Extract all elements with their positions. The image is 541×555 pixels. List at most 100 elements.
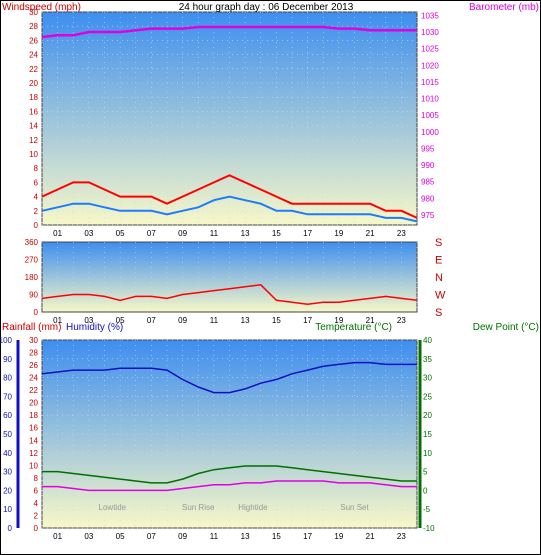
- rainfall-axis-label: Rainfall (mm): [2, 322, 61, 333]
- barometer-tick: 1025: [421, 45, 439, 54]
- direction-tick: 270: [25, 256, 39, 265]
- windspeed-tick: 12: [29, 136, 38, 145]
- humidity-tick: 0: [8, 524, 13, 533]
- hour-tick: 21: [366, 532, 375, 541]
- temperature-axis-label: Temperature (°C): [315, 322, 392, 333]
- rainfall-tick: 6: [34, 486, 39, 495]
- hour-tick: 19: [334, 532, 343, 541]
- temperature-tick: -5: [423, 505, 431, 514]
- temperature-tick: 0: [423, 486, 428, 495]
- avg-line: [41, 195, 418, 223]
- barometer-tick: 1035: [421, 11, 439, 20]
- compass-tick: N: [435, 272, 443, 284]
- temperature-line: [42, 465, 417, 484]
- chart-title: 24 hour graph day : 06 December 2013: [179, 2, 354, 13]
- annotation-label: Sun Set: [340, 503, 369, 512]
- barometer-axis-label: Barometer (mb): [469, 2, 539, 13]
- hour-tick: 05: [116, 316, 125, 325]
- hour-tick: 13: [241, 316, 250, 325]
- hour-tick: 07: [147, 229, 156, 238]
- rainfall-tick: 12: [29, 449, 38, 458]
- hour-tick: 11: [210, 229, 219, 238]
- rainfall-tick: 18: [29, 411, 38, 420]
- temperature-tick: 40: [423, 336, 432, 345]
- barometer-tick: 1010: [421, 95, 439, 104]
- humidity-tick: 50: [3, 430, 12, 439]
- barometer-tick: 980: [421, 194, 435, 203]
- windspeed-tick: 10: [29, 150, 38, 159]
- hour-tick: 07: [147, 316, 156, 325]
- hour-tick: 03: [84, 532, 93, 541]
- windspeed-tick: 28: [29, 22, 38, 31]
- humidity-tick: 90: [3, 355, 12, 364]
- hour-tick: 03: [84, 316, 93, 325]
- rainfall-tick: 24: [29, 374, 38, 383]
- hour-tick: 15: [272, 532, 281, 541]
- hour-tick: 19: [334, 316, 343, 325]
- hour-tick: 17: [303, 532, 312, 541]
- direction-tick: 0: [34, 308, 39, 317]
- hour-tick: 17: [303, 229, 312, 238]
- hour-tick: 21: [366, 229, 375, 238]
- hour-tick: 09: [178, 532, 187, 541]
- hour-tick: 21: [366, 316, 375, 325]
- windspeed-tick: 4: [34, 193, 39, 202]
- humidity-tick: 60: [3, 411, 12, 420]
- hour-tick: 11: [210, 532, 219, 541]
- direction-tick: 90: [29, 291, 38, 300]
- rainfall-tick: 28: [29, 349, 38, 358]
- rainfall-tick: 10: [29, 461, 38, 470]
- windspeed-tick: 0: [34, 221, 39, 230]
- direction-tick: 180: [25, 273, 39, 282]
- barometer-tick: 990: [421, 161, 435, 170]
- windspeed-tick: 18: [29, 93, 38, 102]
- compass-tick: W: [435, 290, 446, 302]
- hour-tick: 01: [53, 316, 62, 325]
- barometer-tick: 985: [421, 178, 435, 187]
- compass-tick: S: [435, 237, 442, 249]
- rainfall-tick: 22: [29, 386, 38, 395]
- hour-tick: 11: [210, 316, 219, 325]
- hour-tick: 03: [84, 229, 93, 238]
- humidity-tick: 20: [3, 486, 12, 495]
- rainfall-tick: 14: [29, 436, 38, 445]
- barometer-tick: 1000: [421, 128, 439, 137]
- compass-tick: S: [435, 307, 442, 319]
- rainfall-tick: 2: [34, 511, 39, 520]
- humidity-tick: 10: [3, 505, 12, 514]
- baro-line: [41, 25, 417, 39]
- windspeed-tick: 8: [34, 164, 39, 173]
- temperature-tick: -10: [423, 524, 435, 533]
- hour-tick: 23: [397, 229, 406, 238]
- rainfall-tick: 30: [29, 336, 38, 345]
- barometer-tick: 995: [421, 144, 435, 153]
- panel-bg-2: [41, 339, 418, 529]
- direction-tick: 360: [25, 238, 39, 247]
- hour-tick: 13: [241, 229, 250, 238]
- windspeed-tick: 24: [29, 51, 38, 60]
- panel-bg-0: [41, 11, 418, 226]
- humidity-tick: 40: [3, 449, 12, 458]
- hour-tick: 05: [116, 532, 125, 541]
- temperature-tick: 30: [423, 374, 432, 383]
- barometer-tick: 1020: [421, 61, 439, 70]
- rainfall-tick: 26: [29, 361, 38, 370]
- windspeed-tick: 30: [29, 8, 38, 17]
- barometer-tick: 975: [421, 211, 435, 220]
- barometer-tick: 1030: [421, 28, 439, 37]
- gust-line: [41, 174, 418, 219]
- windspeed-tick: 2: [34, 207, 39, 216]
- hour-tick: 01: [53, 532, 62, 541]
- windspeed-tick: 20: [29, 79, 38, 88]
- windspeed-tick: 16: [29, 107, 38, 116]
- hour-tick: 09: [178, 229, 187, 238]
- hour-tick: 15: [272, 229, 281, 238]
- temperature-tick: 10: [423, 449, 432, 458]
- humidity-tick: 30: [3, 468, 12, 477]
- humidity-tick: 80: [3, 374, 12, 383]
- humidity-line: [41, 361, 417, 394]
- hour-tick: 19: [334, 229, 343, 238]
- hour-tick: 05: [116, 229, 125, 238]
- windspeed-tick: 26: [29, 36, 38, 45]
